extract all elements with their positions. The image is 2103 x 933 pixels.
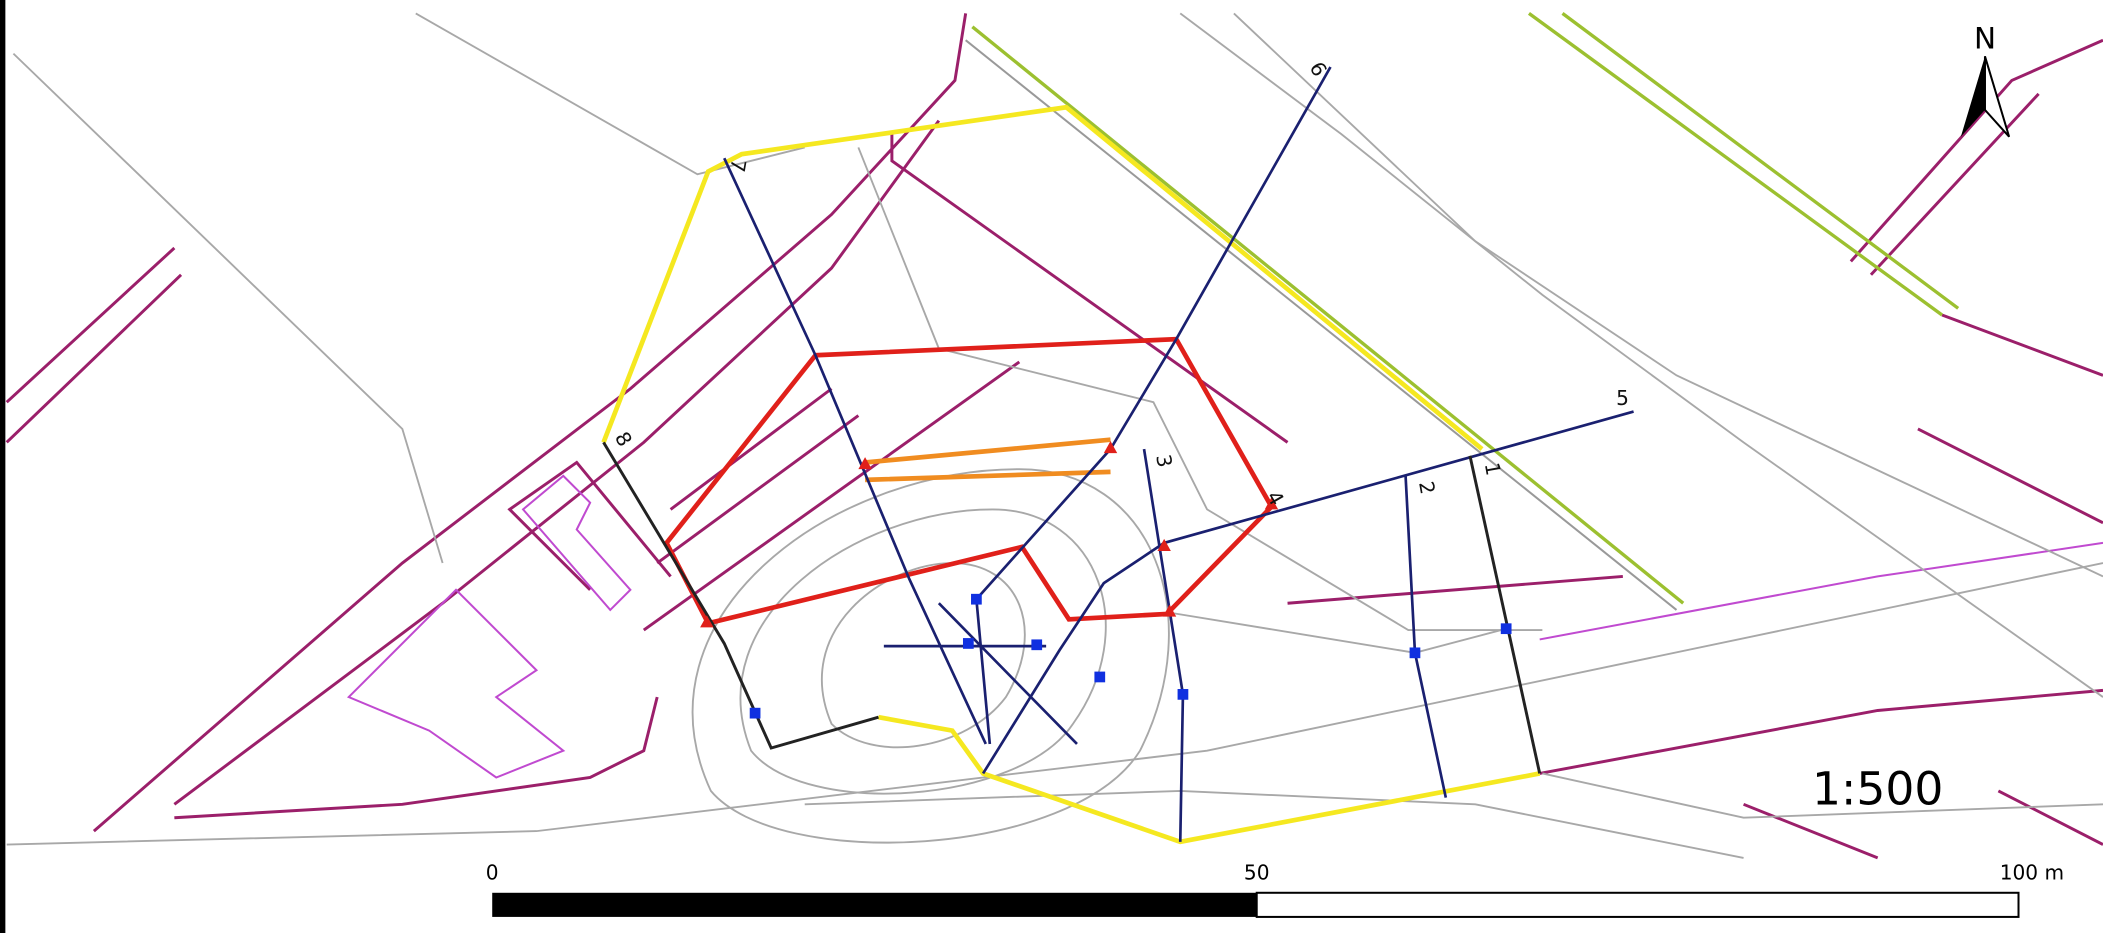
scale-label: 50 [1244, 860, 1270, 884]
scale-bar [1257, 893, 2019, 917]
scale-label: 100 m [2000, 860, 2064, 884]
scale-bar [492, 893, 1256, 917]
north-label: N [1974, 21, 1996, 55]
scale-label: 0 [486, 860, 499, 884]
map: 1 2 3 4 5 6 7 8 N 1:500 0 50 100 m [0, 0, 2103, 933]
background [0, 0, 2103, 933]
scale-ratio: 1:500 [1812, 762, 1943, 815]
transect-label: 5 [1616, 386, 1629, 410]
